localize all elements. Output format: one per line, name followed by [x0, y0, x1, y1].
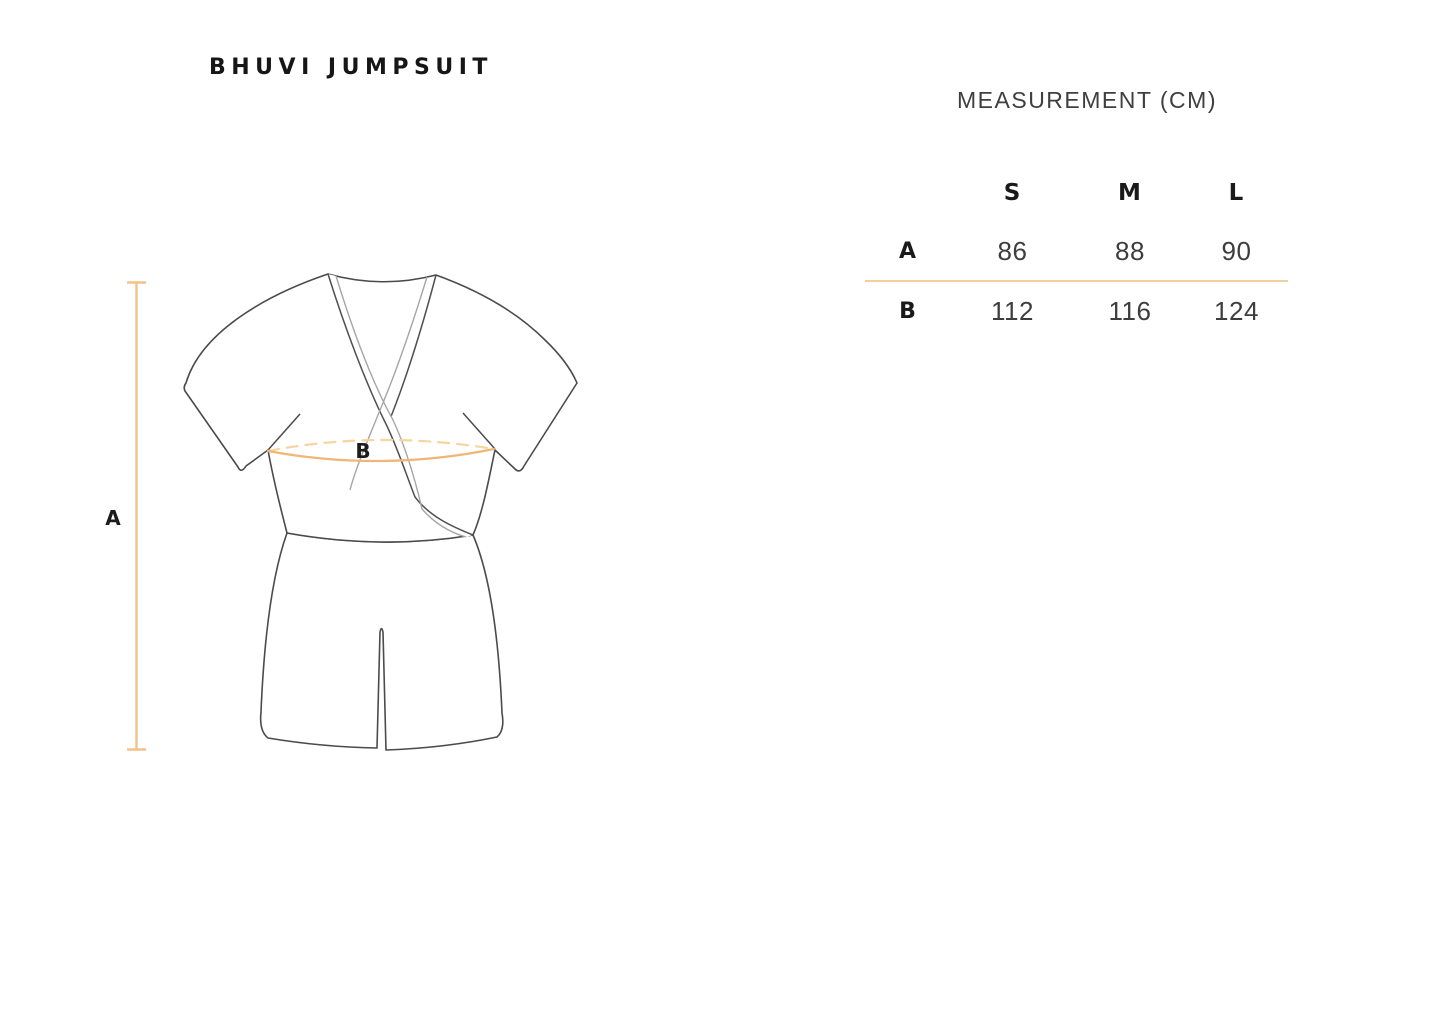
- measure-a-line: [127, 281, 146, 751]
- wrap-band-left-inner-edge: [335, 275, 467, 538]
- table-row-b: B 112 116 124: [865, 280, 1288, 340]
- value-a-l: 90: [1221, 235, 1252, 266]
- right-armhole-seam: [462, 412, 496, 450]
- value-b-s: 112: [991, 295, 1034, 326]
- jumpsuit-diagram: A B: [105, 273, 578, 751]
- value-b-l: 124: [1214, 295, 1259, 326]
- shorts-outline: [259, 532, 504, 751]
- size-chart-header-row: S M L: [865, 164, 1288, 222]
- size-column-m: M: [1118, 180, 1142, 206]
- measure-b-label: B: [355, 439, 370, 463]
- wrap-band-left-outer-edge: [327, 273, 474, 536]
- row-label-a: A: [898, 238, 917, 264]
- wrap-band-right-outer-edge: [387, 274, 437, 425]
- measurement-unit-heading: MEASUREMENT (CM): [957, 87, 1217, 113]
- measure-b-solid-arc: [266, 447, 496, 463]
- left-armhole-seam: [267, 413, 301, 451]
- size-column-s: S: [1003, 180, 1022, 206]
- wrap-band-left-fill: [328, 274, 473, 537]
- value-a-s: 86: [997, 235, 1028, 266]
- size-chart-corner-cell: [865, 164, 950, 222]
- row-label-b: B: [899, 298, 916, 324]
- value-b-m: 116: [1108, 295, 1152, 326]
- measure-b-dashed-arc: [266, 438, 496, 453]
- table-row-a: A 86 88 90: [865, 222, 1288, 280]
- measure-a-label: A: [105, 506, 121, 530]
- wrap-band-right-inner-edge: [349, 276, 428, 491]
- size-column-l: L: [1228, 180, 1245, 206]
- page-title: BHUVI JUMPSUIT: [209, 55, 493, 80]
- size-chart-table: S M L A 86 88 90 B 112 116 124: [865, 164, 1288, 340]
- value-a-m: 88: [1115, 235, 1145, 266]
